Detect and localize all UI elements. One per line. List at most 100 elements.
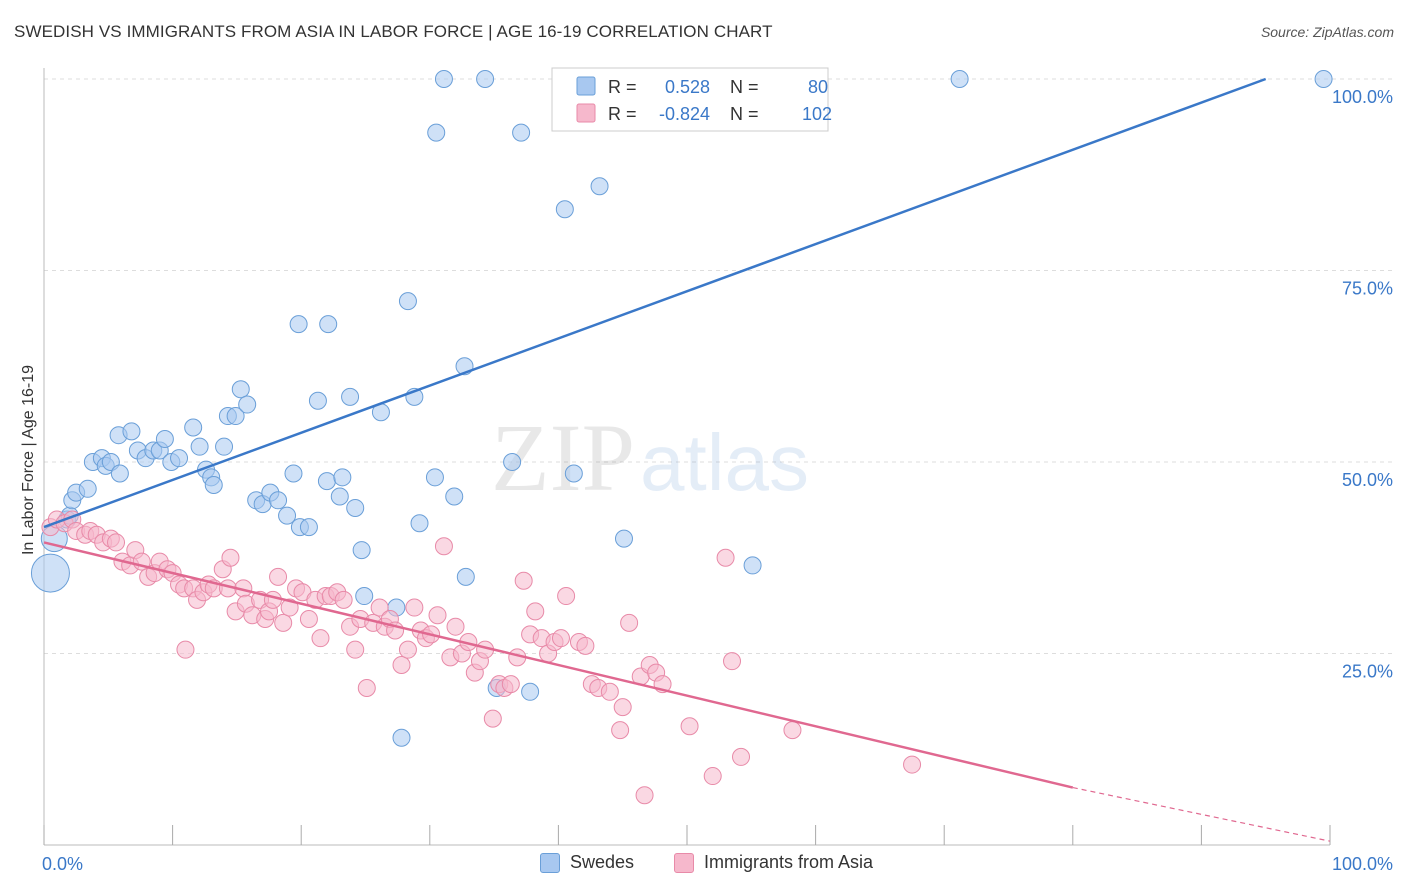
- asia-point: [732, 747, 751, 766]
- source-label: Source: ZipAtlas.com: [1260, 24, 1394, 40]
- swedes-point: [1314, 70, 1333, 88]
- swedes-point: [204, 475, 223, 494]
- watermark-atlas: atlas: [640, 418, 809, 507]
- legend-n-label: N =: [730, 77, 759, 97]
- series-legend: Swedes Immigrants from Asia: [0, 852, 1406, 878]
- asia-point: [269, 567, 288, 586]
- legend-item-asia[interactable]: Immigrants from Asia: [674, 852, 873, 873]
- swedes-point: [392, 728, 411, 747]
- swedes-point: [456, 567, 475, 586]
- swedes-point: [110, 464, 129, 483]
- y-tick-label: 50.0%: [1342, 470, 1393, 490]
- swedes-point: [341, 387, 360, 406]
- asia-point: [274, 613, 293, 632]
- swedes-point: [215, 437, 234, 456]
- asia-point: [405, 598, 424, 617]
- swedes-point: [590, 177, 609, 196]
- swedes-point: [289, 315, 308, 334]
- swedes-point: [743, 556, 762, 575]
- asia-point: [392, 655, 411, 674]
- swedes-point: [278, 506, 297, 525]
- asia-point: [600, 682, 619, 701]
- asia-point: [576, 636, 595, 655]
- swedes-point: [614, 529, 633, 548]
- correlation-legend: R = 0.528 N = 80 R = -0.824 N = 102: [551, 67, 832, 132]
- asia-point: [299, 610, 318, 629]
- asia-swatch: [674, 852, 694, 873]
- swedes-point: [269, 491, 288, 510]
- asia-point: [703, 767, 722, 786]
- x-tick-label: 100.0%: [1332, 854, 1393, 874]
- swedes-point: [333, 468, 352, 487]
- swedes-point: [155, 430, 174, 449]
- swedes-point: [30, 553, 70, 593]
- swedes-point: [78, 479, 97, 498]
- swedes-point: [427, 123, 446, 142]
- asia-point: [501, 675, 520, 694]
- asia-point: [551, 629, 570, 648]
- swedes-point: [308, 391, 327, 410]
- legend-n-label: N =: [730, 104, 759, 124]
- chart-title: SWEDISH VS IMMIGRANTS FROM ASIA IN LABOR…: [14, 22, 773, 41]
- legend-label-swedes: Swedes: [570, 852, 635, 872]
- swedes-point: [355, 587, 374, 606]
- asia-point: [434, 537, 453, 556]
- legend-swatch-asia: [576, 103, 596, 123]
- swedes-point: [190, 437, 209, 456]
- asia-point: [620, 613, 639, 632]
- asia-point: [783, 721, 802, 740]
- asia-point: [334, 590, 353, 609]
- swedes-point: [950, 70, 969, 88]
- y-tick-label: 25.0%: [1342, 662, 1393, 682]
- swedes-point: [226, 407, 245, 426]
- asia-point: [635, 786, 654, 805]
- asia-point: [263, 590, 282, 609]
- axes: [43, 68, 1331, 846]
- legend-n-value: 102: [802, 104, 832, 124]
- asia-point: [680, 717, 699, 736]
- grid-lines: [44, 78, 1394, 654]
- swedes-point: [319, 315, 338, 334]
- swedes-point: [398, 292, 417, 311]
- asia-point: [107, 533, 126, 552]
- legend-swatch-swedes: [576, 76, 596, 96]
- asia-point: [370, 598, 389, 617]
- legend-label-asia: Immigrants from Asia: [704, 852, 874, 872]
- legend-r-label: R =: [608, 77, 637, 97]
- asia-point: [611, 721, 630, 740]
- asia-point: [176, 640, 195, 659]
- swedes-point: [170, 449, 189, 468]
- asia-point: [221, 548, 240, 567]
- asia-point: [483, 709, 502, 728]
- asia-point: [446, 617, 465, 636]
- asia-point: [716, 548, 735, 567]
- asia-point: [346, 640, 365, 659]
- swedes-point: [238, 395, 257, 414]
- swedes-point: [122, 422, 141, 441]
- swedes-point: [352, 541, 371, 560]
- asia-trend-extension: [1072, 786, 1331, 842]
- legend-item-swedes[interactable]: Swedes: [540, 852, 634, 873]
- asia-trend-line: [43, 541, 1074, 789]
- swedes-point: [434, 70, 453, 88]
- swedes-point: [503, 453, 522, 471]
- swedes-point: [231, 380, 250, 399]
- swedes-trend-line: [43, 77, 1267, 529]
- asia-point: [398, 640, 417, 659]
- tick-labels: 25.0% 50.0% 75.0% 100.0% 0.0% 100.0%: [42, 87, 1393, 874]
- legend-r-value: 0.528: [665, 77, 710, 97]
- swedes-point: [410, 514, 429, 533]
- asia-point: [613, 698, 632, 717]
- swedes-point: [476, 70, 495, 88]
- trend-lines: [43, 77, 1331, 842]
- swedes-point: [555, 200, 574, 219]
- watermark: ZIP atlas: [491, 404, 809, 511]
- y-tick-label: 75.0%: [1342, 279, 1393, 299]
- legend-n-value: 80: [808, 77, 828, 97]
- asia-point: [280, 598, 299, 617]
- swedes-swatch: [540, 852, 560, 873]
- swedes-point: [330, 487, 349, 506]
- asia-point: [903, 755, 922, 774]
- asia-point: [311, 629, 330, 648]
